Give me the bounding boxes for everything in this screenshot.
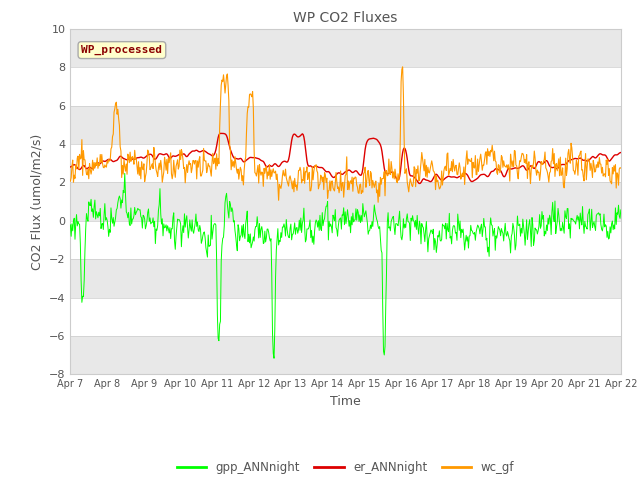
wc_gf (218, 77, 226, 83)
wc_gf (189, 158, 196, 164)
Bar (70, 182, 621, 221)
er_ANNnight (617, 150, 625, 156)
wc_gf (414, 163, 422, 168)
er_ANNnight (77, 167, 84, 172)
gpp_ANNnight (190, 230, 198, 236)
wc_gf (617, 165, 625, 171)
gpp_ANNnight (121, 170, 129, 176)
gpp_ANNnight (67, 222, 74, 228)
wc_gf (430, 169, 438, 175)
er_ANNnight (133, 155, 141, 161)
er_ANNnight (430, 174, 438, 180)
Line: wc_gf: wc_gf (70, 67, 621, 202)
Bar (70, 259, 621, 298)
Legend: gpp_ANNnight, er_ANNnight, wc_gf: gpp_ANNnight, er_ANNnight, wc_gf (172, 456, 519, 479)
wc_gf (133, 164, 141, 169)
wc_gf (77, 156, 84, 162)
gpp_ANNnight (77, 241, 84, 247)
er_ANNnight (67, 164, 74, 170)
gpp_ANNnight (617, 207, 625, 213)
er_ANNnight (216, 131, 224, 136)
er_ANNnight (415, 180, 423, 186)
Y-axis label: CO2 Flux (umol/m2/s): CO2 Flux (umol/m2/s) (31, 133, 44, 270)
gpp_ANNnight (270, 355, 278, 361)
Bar (70, 221, 621, 259)
gpp_ANNnight (219, 236, 227, 241)
gpp_ANNnight (414, 225, 422, 231)
Bar (70, 106, 621, 144)
Bar (70, 67, 621, 106)
Bar (70, 298, 621, 336)
Title: WP CO2 Fluxes: WP CO2 Fluxes (293, 11, 398, 25)
er_ANNnight (189, 148, 196, 154)
er_ANNnight (413, 178, 421, 184)
Text: WP_processed: WP_processed (81, 45, 163, 55)
wc_gf (374, 199, 382, 205)
wc_gf (399, 64, 406, 70)
Line: gpp_ANNnight: gpp_ANNnight (70, 173, 621, 358)
Bar (70, 336, 621, 374)
gpp_ANNnight (430, 247, 438, 252)
Bar (70, 29, 621, 67)
X-axis label: Time: Time (330, 395, 361, 408)
er_ANNnight (219, 131, 227, 136)
gpp_ANNnight (134, 205, 141, 211)
Bar (70, 144, 621, 182)
Line: er_ANNnight: er_ANNnight (70, 133, 621, 183)
wc_gf (67, 178, 74, 184)
